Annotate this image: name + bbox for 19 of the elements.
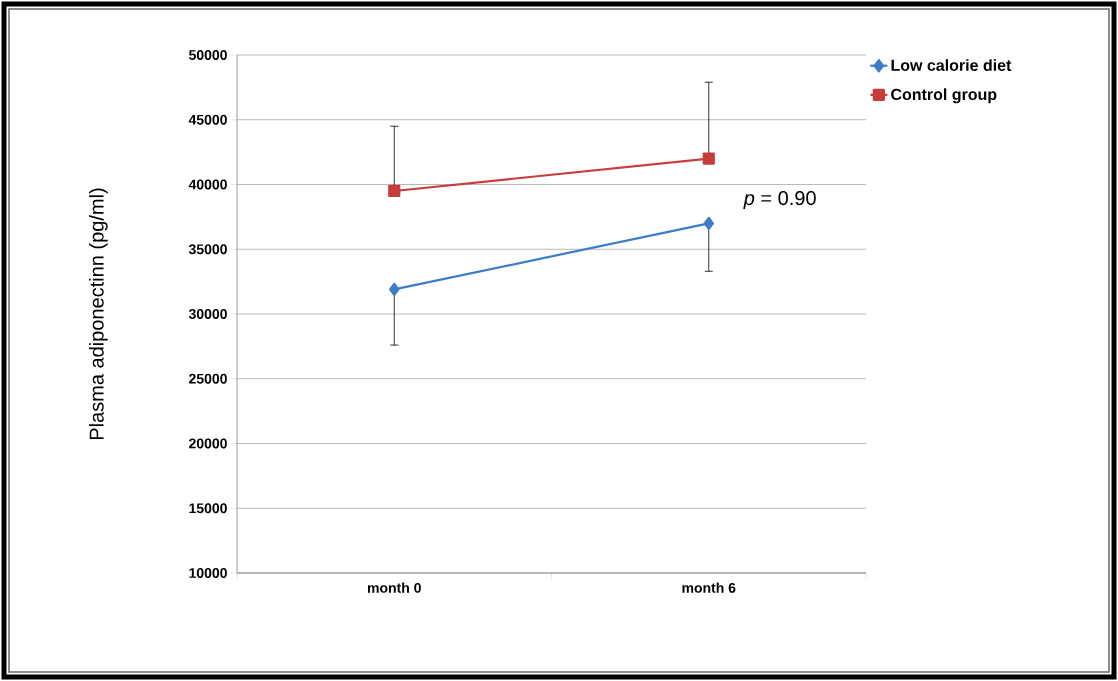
- y-tick-label: 20000: [189, 438, 227, 449]
- y-tick-label: 25000: [189, 373, 227, 384]
- annotation: p = 0.90: [743, 190, 816, 210]
- y-tick-label: 10000: [189, 568, 227, 578]
- legend-label: Control group: [891, 88, 997, 104]
- y-axis-title: Plasma adiponectinn (pg/ml): [89, 188, 108, 440]
- point: [389, 282, 400, 296]
- y-tick-label: 30000: [188, 309, 227, 319]
- y-tick-label: 15000: [189, 503, 227, 514]
- x-tick-label: month 6: [682, 582, 736, 593]
- point: [388, 184, 401, 198]
- y-tick-label: 50000: [188, 50, 227, 60]
- legend-label: Low calorie diet: [891, 59, 1012, 71]
- x-tick-label: month 0: [367, 582, 421, 593]
- y-tick-label: 45000: [188, 114, 227, 125]
- point: [703, 216, 714, 230]
- y-tick-label: 40000: [188, 179, 227, 190]
- point: [702, 152, 715, 165]
- y-tick-label: 35000: [188, 244, 227, 255]
